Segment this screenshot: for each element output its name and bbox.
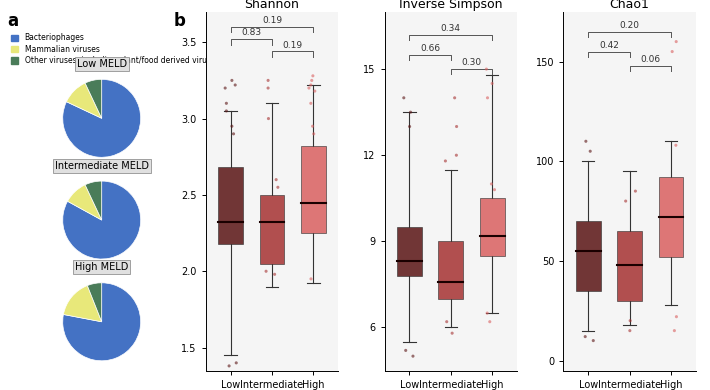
Point — [224, 363, 235, 369]
Wedge shape — [62, 283, 141, 361]
Text: 0.42: 0.42 — [599, 41, 619, 50]
Point — [449, 95, 460, 101]
Wedge shape — [63, 285, 102, 322]
Bar — [260, 195, 285, 264]
Title: Shannon: Shannon — [244, 0, 300, 11]
Title: Inverse Simpson: Inverse Simpson — [399, 0, 503, 11]
Bar — [617, 231, 642, 301]
Bar — [397, 227, 422, 276]
Point — [579, 333, 591, 340]
Point — [439, 158, 451, 164]
Point — [305, 82, 317, 88]
Wedge shape — [87, 283, 102, 322]
Point — [447, 330, 458, 336]
Point — [271, 177, 282, 183]
Title: Low MELD: Low MELD — [77, 59, 127, 69]
Text: 0.19: 0.19 — [262, 16, 282, 25]
Point — [269, 271, 280, 277]
Point — [481, 310, 493, 316]
Wedge shape — [62, 79, 141, 157]
Wedge shape — [85, 79, 102, 118]
Point — [229, 82, 241, 88]
Text: 0.20: 0.20 — [620, 21, 640, 30]
Bar — [576, 221, 601, 291]
Point — [486, 80, 498, 87]
Point — [451, 123, 462, 129]
Point — [228, 131, 239, 137]
Point — [231, 360, 242, 366]
Point — [398, 95, 410, 101]
Point — [221, 108, 232, 114]
Point — [488, 186, 500, 193]
Wedge shape — [67, 185, 102, 220]
Title: Chao1: Chao1 — [610, 0, 650, 11]
Point — [584, 148, 596, 154]
Wedge shape — [62, 181, 141, 259]
Point — [671, 314, 682, 320]
Point — [219, 85, 231, 91]
Point — [624, 328, 635, 334]
Point — [404, 123, 415, 129]
Point — [481, 66, 492, 72]
Point — [486, 181, 497, 187]
Point — [226, 123, 238, 129]
Point — [307, 73, 319, 79]
Point — [305, 100, 317, 106]
Point — [261, 268, 272, 275]
Bar — [218, 167, 243, 244]
Text: b: b — [174, 12, 186, 30]
Point — [482, 95, 493, 101]
Title: High MELD: High MELD — [75, 262, 129, 272]
Point — [263, 77, 274, 83]
Text: 0.19: 0.19 — [283, 41, 302, 50]
Point — [484, 319, 496, 325]
Point — [306, 77, 317, 83]
Wedge shape — [67, 83, 102, 118]
Bar — [659, 177, 684, 257]
Point — [620, 198, 631, 204]
Point — [580, 138, 591, 144]
Point — [405, 109, 416, 115]
Text: 0.34: 0.34 — [441, 24, 461, 33]
Point — [667, 48, 678, 55]
Text: a: a — [7, 12, 18, 30]
Point — [226, 77, 238, 83]
Point — [272, 184, 283, 190]
Point — [307, 123, 318, 129]
Point — [309, 88, 320, 94]
Legend: Bacteriophages, Mammalian viruses, Other viruses, including plant/food derived v: Bacteriophages, Mammalian viruses, Other… — [9, 32, 221, 67]
Point — [303, 85, 315, 91]
Point — [670, 142, 682, 148]
Wedge shape — [85, 181, 102, 220]
Point — [451, 152, 462, 158]
Title: Intermediate MELD: Intermediate MELD — [55, 161, 148, 170]
Point — [588, 337, 599, 344]
Point — [630, 188, 641, 194]
Point — [305, 276, 317, 282]
Point — [625, 317, 636, 324]
Point — [221, 100, 232, 106]
Text: 0.30: 0.30 — [462, 58, 481, 67]
Bar — [480, 198, 505, 256]
Bar — [438, 241, 463, 299]
Point — [400, 347, 411, 353]
Text: 0.06: 0.06 — [640, 55, 660, 64]
Point — [669, 328, 680, 334]
Point — [408, 353, 419, 359]
Point — [670, 39, 682, 45]
Point — [441, 319, 452, 325]
Text: 0.83: 0.83 — [241, 28, 261, 37]
Point — [263, 85, 274, 91]
Point — [308, 131, 320, 137]
Text: 0.66: 0.66 — [420, 44, 440, 53]
Bar — [301, 146, 326, 233]
Point — [263, 115, 274, 122]
